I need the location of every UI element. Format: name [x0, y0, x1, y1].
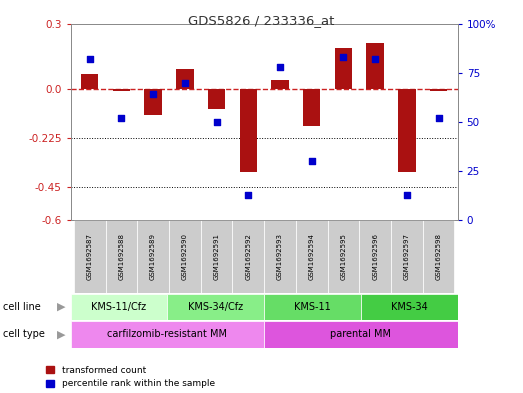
Text: cell line: cell line: [3, 302, 40, 312]
Point: [149, 91, 157, 97]
Bar: [167, 294, 264, 320]
Bar: [232, 220, 264, 293]
Bar: [208, 89, 225, 109]
Bar: [106, 220, 137, 293]
Bar: [264, 321, 458, 348]
Text: KMS-11/Cfz: KMS-11/Cfz: [92, 302, 146, 312]
Bar: [359, 220, 391, 293]
Text: cell type: cell type: [3, 329, 44, 340]
Text: carfilzomib-resistant MM: carfilzomib-resistant MM: [107, 329, 228, 340]
Bar: [137, 220, 169, 293]
Text: GDS5826 / 233336_at: GDS5826 / 233336_at: [188, 14, 335, 27]
Point: [244, 191, 253, 198]
Text: GSM1692595: GSM1692595: [340, 233, 346, 280]
Text: KMS-11: KMS-11: [294, 302, 331, 312]
Bar: [201, 220, 232, 293]
Bar: [176, 70, 194, 89]
Bar: [112, 89, 130, 91]
Bar: [303, 89, 321, 126]
Text: GSM1692588: GSM1692588: [118, 233, 124, 280]
Point: [339, 54, 348, 60]
Point: [371, 56, 379, 62]
Bar: [81, 74, 98, 89]
Text: ▶: ▶: [57, 329, 65, 340]
Bar: [335, 48, 352, 89]
Bar: [71, 321, 264, 348]
Point: [403, 191, 411, 198]
Bar: [240, 89, 257, 172]
Text: KMS-34/Cfz: KMS-34/Cfz: [188, 302, 243, 312]
Text: GSM1692594: GSM1692594: [309, 233, 315, 280]
Point: [117, 115, 126, 121]
Bar: [430, 89, 447, 91]
Text: GSM1692590: GSM1692590: [182, 233, 188, 280]
Text: GSM1692593: GSM1692593: [277, 233, 283, 280]
Text: GSM1692597: GSM1692597: [404, 233, 410, 280]
Bar: [271, 80, 289, 89]
Point: [180, 79, 189, 86]
Bar: [361, 294, 458, 320]
Bar: [74, 220, 106, 293]
Bar: [169, 220, 201, 293]
Text: KMS-34: KMS-34: [391, 302, 428, 312]
Text: GSM1692592: GSM1692592: [245, 233, 251, 280]
Legend: transformed count, percentile rank within the sample: transformed count, percentile rank withi…: [47, 366, 215, 389]
Text: GSM1692598: GSM1692598: [436, 233, 441, 280]
Point: [435, 115, 443, 121]
Bar: [264, 220, 296, 293]
Bar: [398, 89, 416, 172]
Bar: [71, 294, 167, 320]
Point: [308, 158, 316, 164]
Bar: [367, 43, 384, 89]
Bar: [327, 220, 359, 293]
Bar: [423, 220, 454, 293]
Point: [276, 64, 284, 70]
Point: [85, 56, 94, 62]
Point: [212, 119, 221, 125]
Bar: [144, 89, 162, 115]
Text: GSM1692596: GSM1692596: [372, 233, 378, 280]
Text: ▶: ▶: [57, 302, 65, 312]
Text: GSM1692587: GSM1692587: [87, 233, 93, 280]
Text: GSM1692589: GSM1692589: [150, 233, 156, 280]
Text: parental MM: parental MM: [331, 329, 391, 340]
Bar: [296, 220, 327, 293]
Bar: [264, 294, 361, 320]
Bar: [391, 220, 423, 293]
Text: GSM1692591: GSM1692591: [213, 233, 220, 280]
